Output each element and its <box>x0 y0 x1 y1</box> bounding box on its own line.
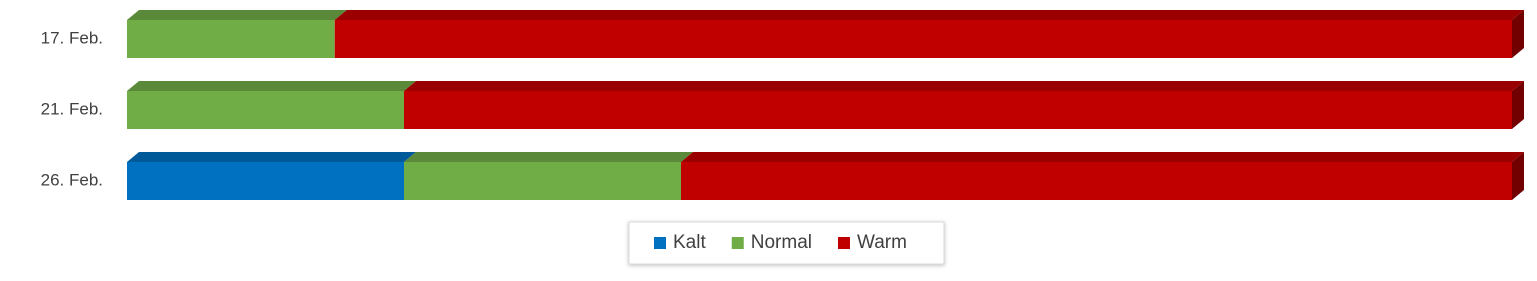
bar <box>127 20 335 58</box>
bar-side <box>1512 152 1524 200</box>
bar <box>681 162 1512 200</box>
bar-top <box>404 81 1524 91</box>
bar-top <box>681 152 1524 162</box>
bar <box>127 91 404 129</box>
legend-swatch <box>837 237 850 249</box>
bar <box>127 162 404 200</box>
legend-swatch <box>654 237 666 249</box>
category-label: 26. Feb. <box>41 170 103 189</box>
category-label: 21. Feb. <box>41 99 103 118</box>
legend-label: Warm <box>857 232 907 253</box>
legend-box <box>628 221 945 265</box>
legend-label: Kalt <box>673 232 706 253</box>
bar-side <box>1512 81 1524 129</box>
legend-label: Normal <box>751 232 812 253</box>
legend-swatch <box>731 237 744 249</box>
bar-top <box>127 152 416 162</box>
bar-top <box>127 81 416 91</box>
bar-top <box>334 10 1524 20</box>
bar <box>334 20 1512 58</box>
bar-top <box>404 152 693 162</box>
category-label: 17. Feb. <box>41 28 103 47</box>
bar <box>404 91 1512 129</box>
plot-area: 17. Feb. 21. Feb. 26. Feb. <box>41 10 1524 200</box>
bar-top <box>127 10 347 20</box>
legend: Kalt Normal Warm <box>628 221 945 265</box>
bar-side <box>1512 10 1524 58</box>
bar <box>404 162 681 200</box>
